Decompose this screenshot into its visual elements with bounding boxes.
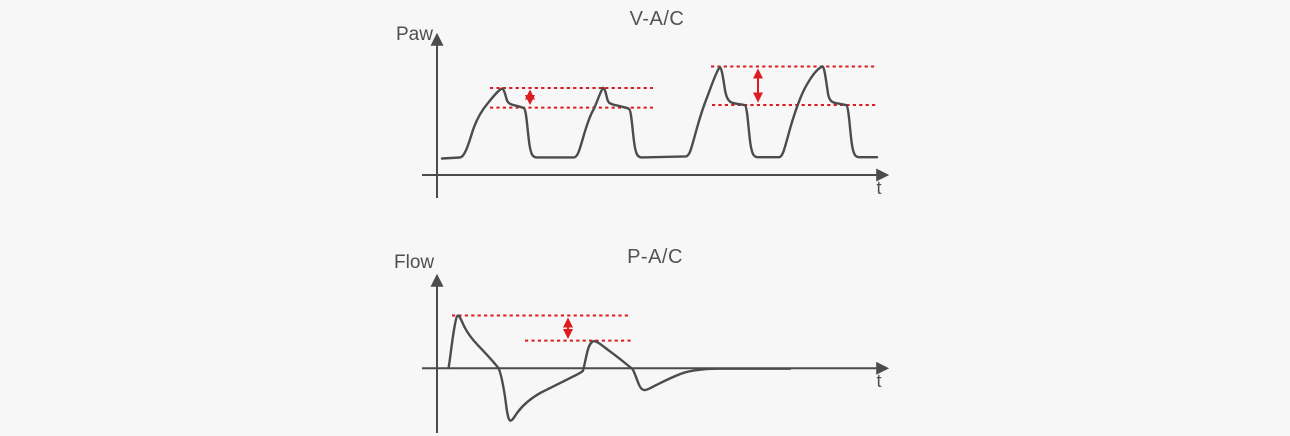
chart-pac-xlabel: t [876, 371, 881, 391]
vac-paw-waveform [440, 65, 879, 160]
pac-flow-waveform [447, 314, 792, 422]
chart-vac-ylabel: Paw [396, 24, 433, 45]
chart-vac: V-A/C Paw t [396, 8, 890, 198]
chart-vac-title: V-A/C [630, 8, 685, 30]
chart-pac: P-A/C Flow t [394, 246, 890, 433]
chart-pac-title: P-A/C [627, 246, 683, 268]
chart-pac-ylabel: Flow [394, 252, 434, 273]
chart-vac-xlabel: t [876, 178, 881, 198]
